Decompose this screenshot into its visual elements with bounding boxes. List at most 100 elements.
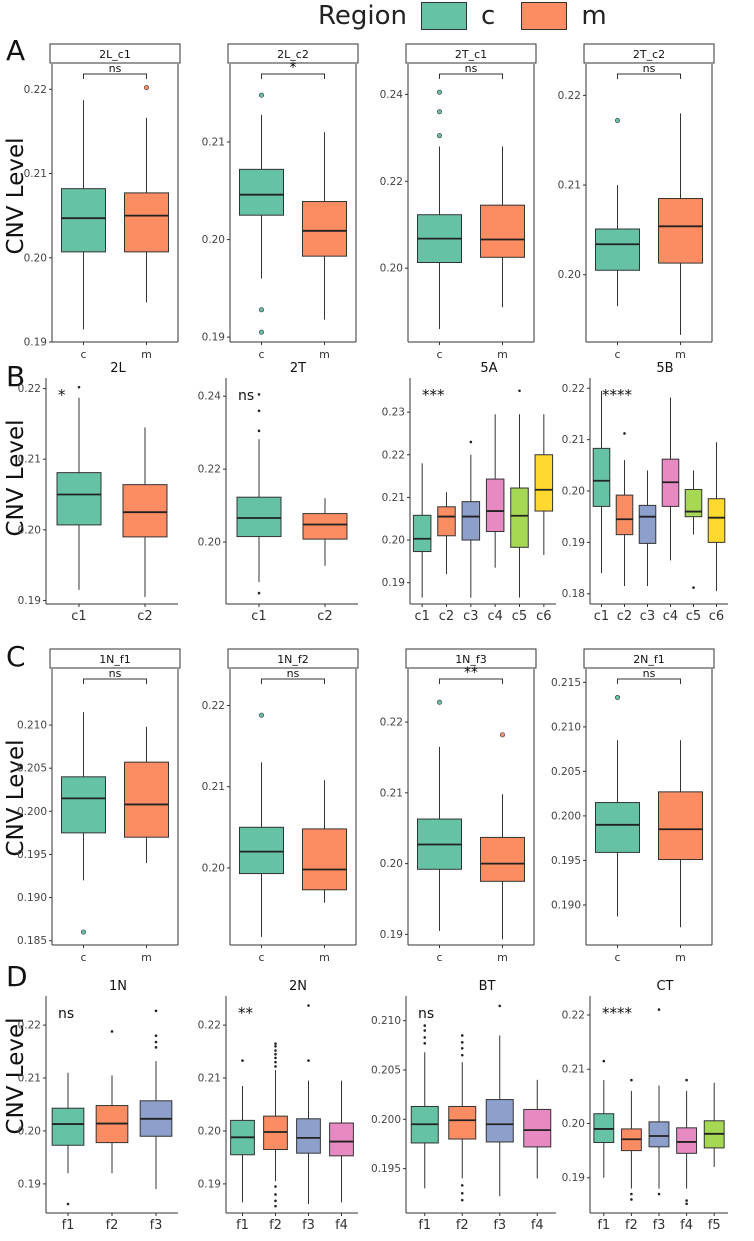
outlier-point [614,694,620,700]
outlier-point [257,409,261,413]
box-c [61,712,106,935]
y-tick-label: 0.195 [371,1163,401,1175]
outlier-point [460,1053,464,1057]
y-tick-label: 0.20 [202,234,225,246]
box-c [417,89,462,329]
panel-title: 1N [109,979,127,994]
chart-panel-2l: 2L 0.19 0.20 0.21 0.22 c1 c2 * [18,361,178,624]
box-body [302,201,347,257]
y-tick-label: 0.205 [17,763,47,775]
chart-panel-5b: 5B 0.18 0.19 0.20 0.21 0.22 c1 c2 c3 c4 c5 c6 **** [562,361,728,624]
box-c3 [461,440,481,598]
x-tick-label: c [258,348,264,361]
legend-title: Region [318,1,408,31]
box-body [707,498,726,543]
panel-title: CT [656,979,673,994]
y-tick-label: 0.19 [380,929,403,941]
box-c2 [302,498,348,566]
y-tick-label: 0.19 [382,577,405,589]
x-tick-label: c3 [463,609,478,624]
legend-label-c: c [481,1,496,31]
x-tick-label: c3 [640,609,655,624]
outlier-point [630,1192,633,1196]
significance-label: **** [602,386,633,404]
outlier-point [241,1059,244,1062]
outlier-point [685,1202,688,1206]
x-tick-label: c [80,951,86,964]
box-body [239,826,284,875]
y-tick-label: 0.195 [551,855,581,867]
y-tick-label: 0.185 [17,935,47,947]
x-tick-label: f3 [150,1218,163,1233]
strip-box [583,43,715,64]
box-c [595,694,640,917]
box-m [302,132,347,320]
significance-bracket [439,678,503,684]
outlier-point [630,1078,633,1082]
y-tick-label: 0.200 [371,1114,401,1126]
y-tick-label: 0.21 [24,168,47,180]
outlier-point [274,1185,277,1188]
chart-panel-2l-c2: 2L_c2 0.19 0.20 0.21 c m * [202,43,359,361]
y-tick-label: 0.22 [198,1020,221,1032]
outlier-point [154,1046,158,1049]
significance-label: ns [58,1006,74,1022]
y-tick-label: 0.20 [380,263,403,275]
box-c6 [534,414,554,555]
y-tick-label: 0.23 [382,407,405,419]
x-tick-label: m [319,951,330,964]
significance-bracket [83,73,147,79]
box-body [236,496,282,538]
panel-title: 5B [656,361,673,376]
chart-panel-ct: CT 0.19 0.20 0.21 0.22 f1 f2 f3 f4 f5 **** [562,979,728,1233]
outlier-point [274,1199,277,1203]
y-tick-label: 0.22 [18,1020,41,1032]
x-tick-label: f3 [653,1218,666,1233]
x-tick-label: f3 [493,1218,506,1233]
box-body [648,1121,670,1148]
box-c [417,699,462,931]
box-m [302,780,347,903]
box-f2 [263,1042,288,1208]
box-m [480,146,525,308]
box-f4 [523,1079,552,1179]
y-tick-label: 0.210 [17,720,47,732]
chart-panel-2n-f1: 2N_f1 0.190 0.195 0.200 0.205 0.210 0.215 c m ns [551,648,715,964]
strip-box [405,43,537,64]
x-tick-label: f4 [680,1218,693,1233]
chart-panel-1n-f3: 1N_f3 0.19 0.20 0.21 0.22 c m ** [380,648,537,964]
outlier-point [460,1046,464,1050]
y-tick-label: 0.21 [18,1073,41,1085]
chart-panel-1n-f1: 1N_f1 0.185 0.190 0.195 0.200 0.205 0.210 c m ns [17,648,181,964]
y-tick-label: 0.22 [18,383,41,395]
box-body [658,198,703,264]
significance-bracket [617,73,681,79]
box-body [124,761,169,838]
y-tick-label: 0.21 [382,492,405,504]
box-body [61,188,106,253]
y-tick-label: 0.21 [562,434,585,446]
significance-bracket [617,678,681,684]
y-tick-label: 0.19 [198,1178,221,1190]
y-tick-label: 0.21 [202,781,225,793]
x-tick-label: c4 [663,609,678,624]
x-tick-label: m [675,951,686,964]
y-tick-label: 0.21 [198,1073,221,1085]
box-body [437,506,456,537]
box-body [480,836,525,882]
y-tick-label: 0.19 [18,595,41,607]
legend-label-m: m [581,1,607,31]
panel-title: 5A [480,361,497,376]
chart-panel-2n: 2N 0.19 0.20 0.21 0.22 f1 f2 f3 f4 ** [198,979,358,1233]
box-c2 [122,427,168,597]
x-tick-label: f1 [62,1218,75,1233]
y-tick-label: 0.22 [562,383,585,395]
outlier-point [81,929,87,935]
outlier-point [499,732,505,738]
panel-title: 2L_c2 [277,48,309,61]
y-tick-label: 0.190 [17,892,47,904]
chart-panel-2l-c1: 2L_c1 0.19 0.20 0.21 0.22 c m ns [24,43,181,361]
x-tick-label: f4 [335,1218,348,1233]
y-tick-label: 0.205 [551,766,581,778]
x-tick-label: f1 [597,1218,610,1233]
